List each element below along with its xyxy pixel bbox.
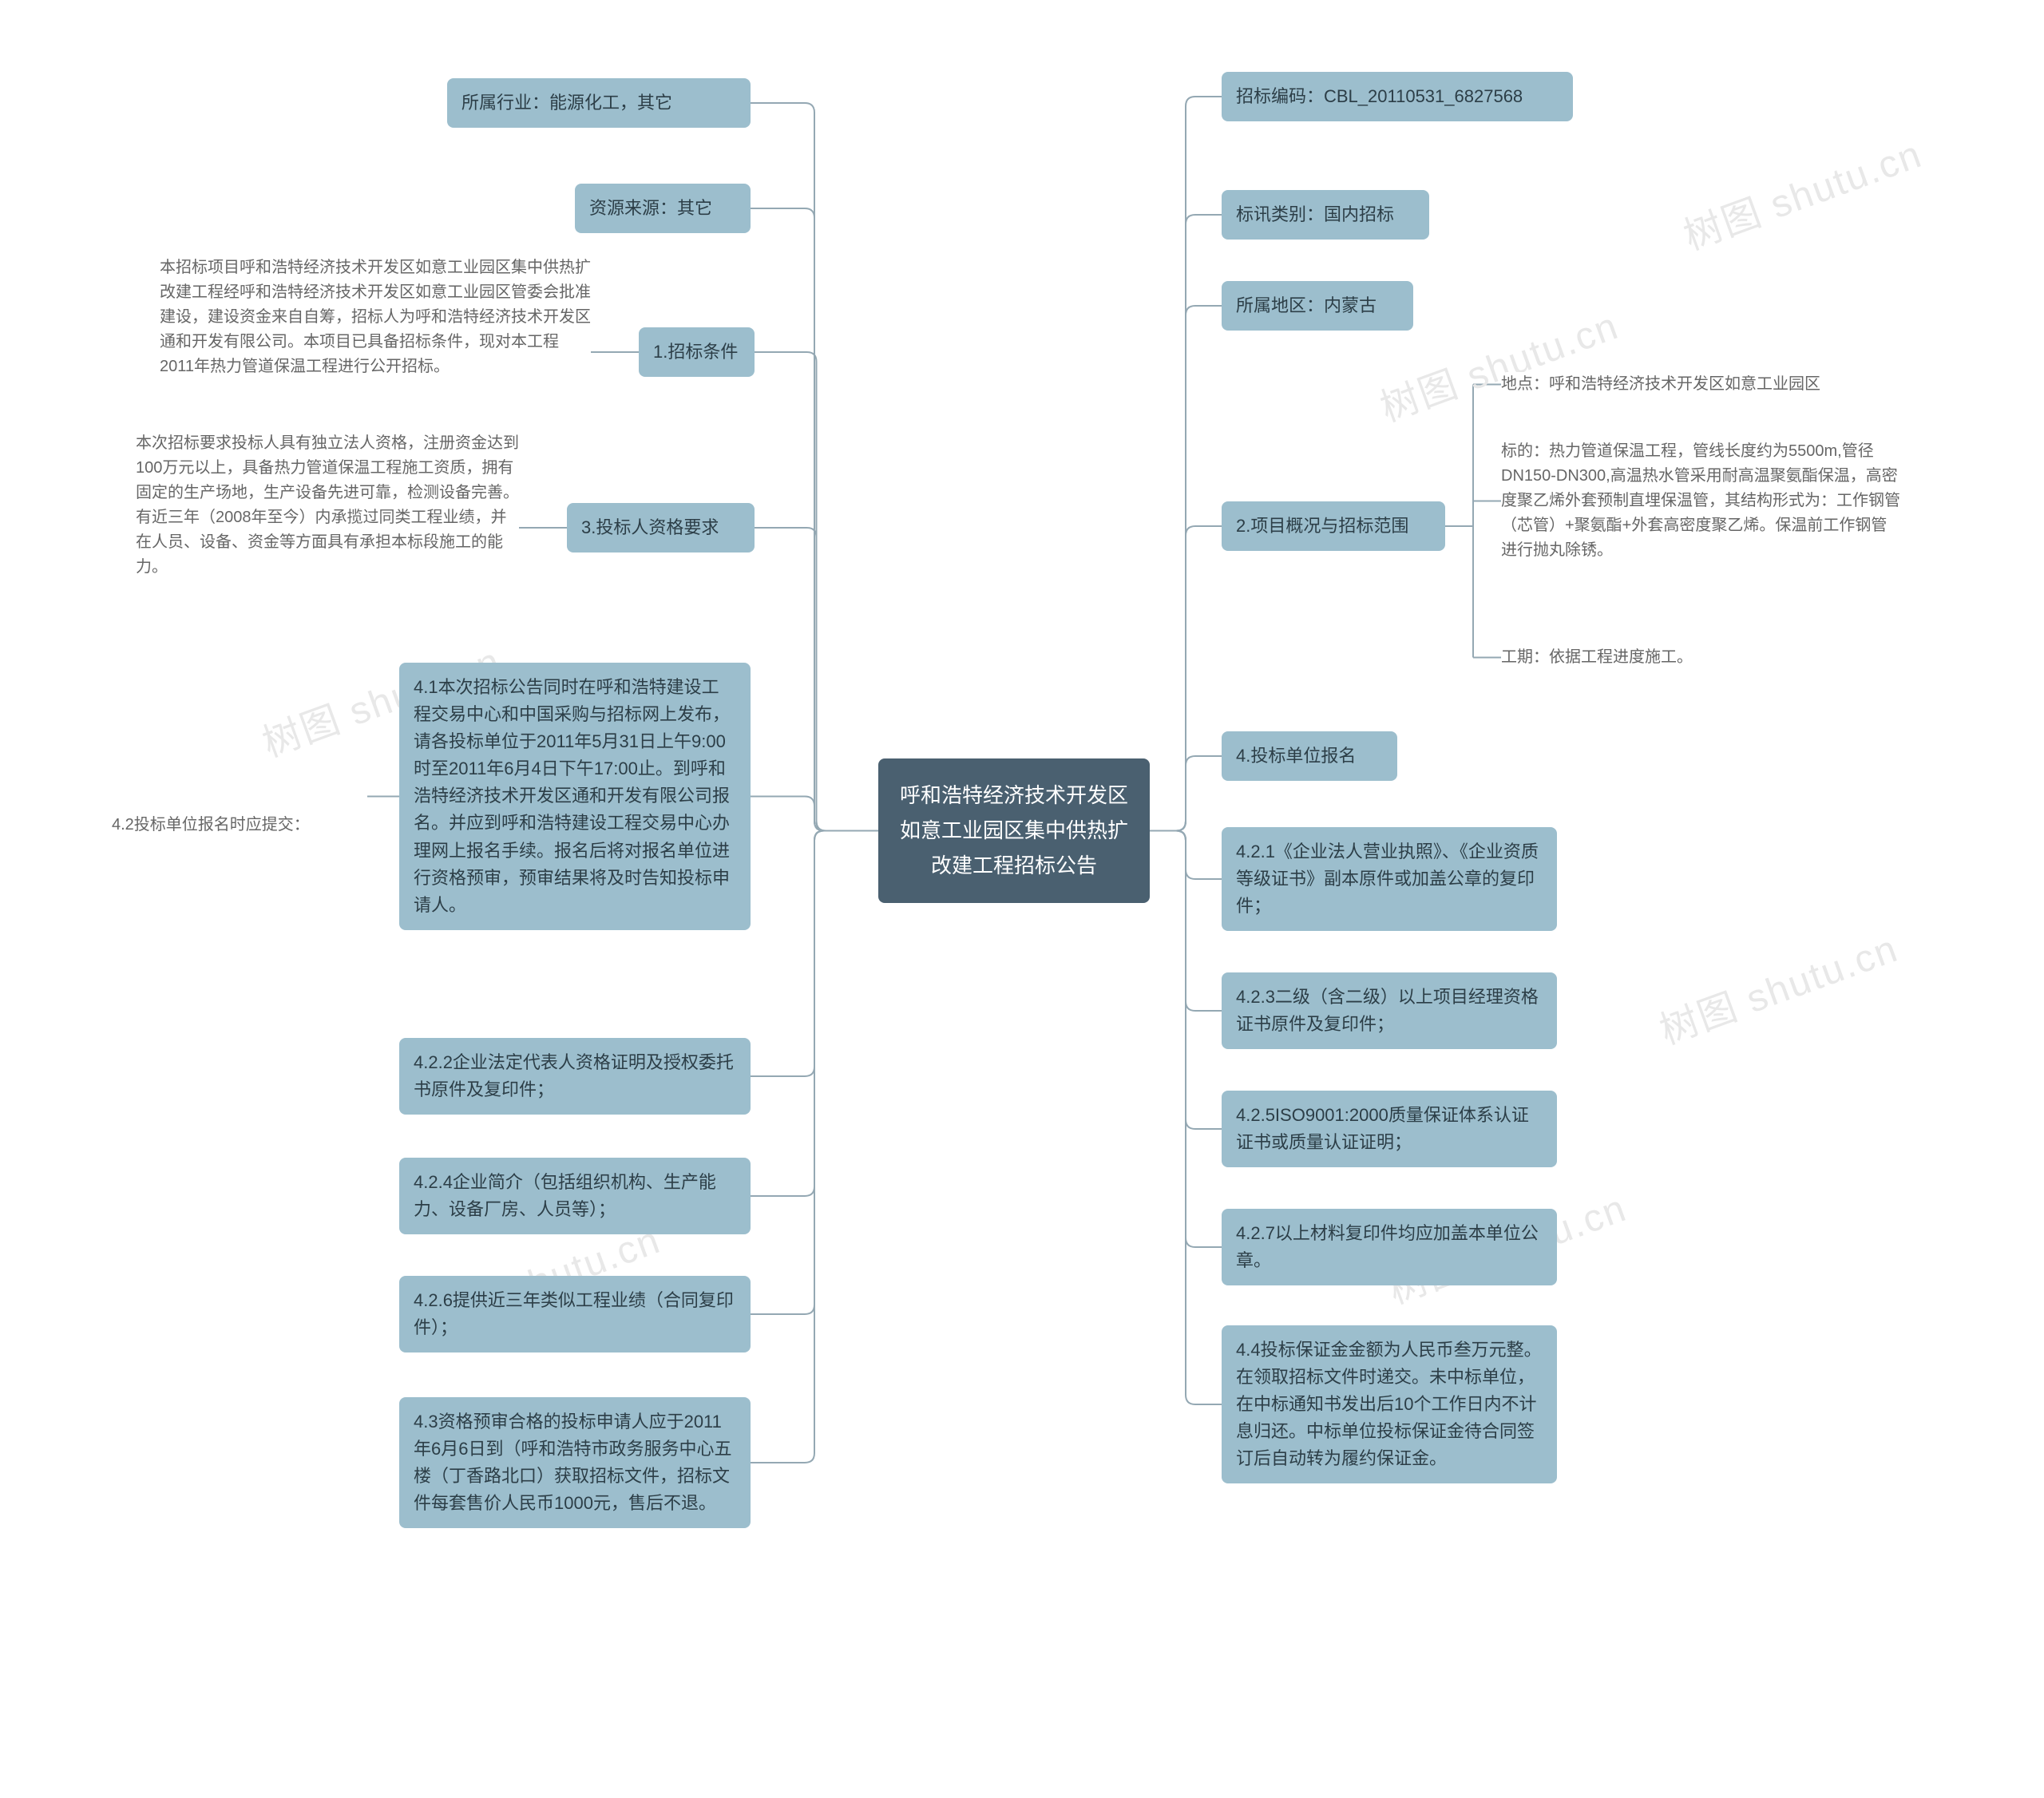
- node-qualification-title: 3.投标人资格要求: [567, 503, 755, 552]
- watermark: 树图 shutu.cn: [1650, 917, 1904, 1055]
- node-section-4-2-5: 4.2.5ISO9001:2000质量保证体系认证证书或质量认证证明；: [1222, 1091, 1557, 1167]
- text: 所属地区：内蒙古: [1236, 295, 1377, 315]
- text: 4.2.6提供近三年类似工程业绩（合同复印件）；: [414, 1290, 734, 1337]
- center-text: 呼和浩特经济技术开发区如意工业园区集中供热扩改建工程招标公告: [900, 783, 1128, 877]
- node-conditions-title: 1.招标条件: [639, 327, 755, 377]
- node-section-4-1: 4.1本次招标公告同时在呼和浩特建设工程交易中心和中国采购与招标网上发布，请各投…: [399, 663, 751, 930]
- node-section-4-2-label: 4.2投标单位报名时应提交：: [112, 813, 367, 838]
- text: 2.项目概况与招标范围: [1236, 516, 1408, 536]
- text: 4.2投标单位报名时应提交：: [112, 816, 310, 834]
- text: 标的：热力管道保温工程，管线长度约为5500m,管径DN150-DN300,高温…: [1501, 442, 1900, 559]
- mindmap-stage: 树图 shutu.cn树图 shutu.cn树图 shutu.cn树图 shut…: [0, 0, 2044, 1798]
- node-conditions-body: 本招标项目呼和浩特经济技术开发区如意工业园区集中供热扩改建工程经呼和浩特经济技术…: [160, 255, 591, 379]
- node-section-4-4: 4.4投标保证金金额为人民币叁万元整。在领取招标文件时递交。未中标单位，在中标通…: [1222, 1325, 1557, 1483]
- text: 4.2.7以上材料复印件均应加盖本单位公章。: [1236, 1223, 1539, 1270]
- node-overview-location: 地点：呼和浩特经济技术开发区如意工业园区: [1501, 372, 1892, 397]
- node-section-4-3: 4.3资格预审合格的投标申请人应于2011年6月6日到（呼和浩特市政务服务中心五…: [399, 1397, 751, 1528]
- node-section-4-2-4: 4.2.4企业简介（包括组织机构、生产能力、设备厂房、人员等）；: [399, 1158, 751, 1234]
- node-overview-target: 标的：热力管道保温工程，管线长度约为5500m,管径DN150-DN300,高温…: [1501, 439, 1900, 563]
- text: 本招标项目呼和浩特经济技术开发区如意工业园区集中供热扩改建工程经呼和浩特经济技术…: [160, 259, 591, 375]
- text: 工期：依据工程进度施工。: [1501, 648, 1693, 666]
- text: 地点：呼和浩特经济技术开发区如意工业园区: [1501, 375, 1820, 393]
- text: 4.3资格预审合格的投标申请人应于2011年6月6日到（呼和浩特市政务服务中心五…: [414, 1412, 731, 1513]
- node-overview-period: 工期：依据工程进度施工。: [1501, 645, 1741, 670]
- center-node: 呼和浩特经济技术开发区如意工业园区集中供热扩改建工程招标公告: [878, 758, 1150, 903]
- node-bid-code: 招标编码：CBL_20110531_6827568: [1222, 72, 1573, 121]
- text: 招标编码：CBL_20110531_6827568: [1236, 86, 1523, 106]
- node-qualification-body: 本次招标要求投标人具有独立法人资格，注册资金达到100万元以上，具备热力管道保温…: [136, 431, 519, 580]
- node-section-4-2-1: 4.2.1《企业法人营业执照》、《企业资质等级证书》副本原件或加盖公章的复印件；: [1222, 827, 1557, 931]
- text: 标讯类别：国内招标: [1236, 204, 1394, 224]
- text: 4.2.2企业法定代表人资格证明及授权委托书原件及复印件；: [414, 1052, 734, 1099]
- node-category: 标讯类别：国内招标: [1222, 190, 1429, 240]
- text: 4.2.1《企业法人营业执照》、《企业资质等级证书》副本原件或加盖公章的复印件；: [1236, 842, 1539, 916]
- text: 资源来源：其它: [589, 198, 712, 218]
- text: 4.2.3二级（含二级）以上项目经理资格证书原件及复印件；: [1236, 987, 1539, 1034]
- node-section-4-2-2: 4.2.2企业法定代表人资格证明及授权委托书原件及复印件；: [399, 1038, 751, 1115]
- text: 4.2.5ISO9001:2000质量保证体系认证证书或质量认证证明；: [1236, 1105, 1529, 1152]
- node-section-4-2-3: 4.2.3二级（含二级）以上项目经理资格证书原件及复印件；: [1222, 972, 1557, 1049]
- text: 3.投标人资格要求: [581, 517, 719, 537]
- text: 4.1本次招标公告同时在呼和浩特建设工程交易中心和中国采购与招标网上发布，请各投…: [414, 677, 730, 915]
- node-section-4-2-7: 4.2.7以上材料复印件均应加盖本单位公章。: [1222, 1209, 1557, 1285]
- node-region: 所属地区：内蒙古: [1222, 281, 1413, 331]
- node-section-4-2-6: 4.2.6提供近三年类似工程业绩（合同复印件）；: [399, 1276, 751, 1352]
- node-resource: 资源来源：其它: [575, 184, 751, 233]
- text: 4.投标单位报名: [1236, 746, 1356, 766]
- text: 1.招标条件: [653, 342, 738, 362]
- node-overview-title: 2.项目概况与招标范围: [1222, 501, 1445, 551]
- node-section-4-title: 4.投标单位报名: [1222, 731, 1397, 781]
- watermark: 树图 shutu.cn: [1674, 123, 1928, 261]
- text: 本次招标要求投标人具有独立法人资格，注册资金达到100万元以上，具备热力管道保温…: [136, 434, 519, 576]
- node-industry: 所属行业：能源化工，其它: [447, 78, 751, 128]
- text: 所属行业：能源化工，其它: [461, 93, 672, 113]
- text: 4.2.4企业简介（包括组织机构、生产能力、设备厂房、人员等）；: [414, 1172, 716, 1219]
- text: 4.4投标保证金金额为人民币叁万元整。在领取招标文件时递交。未中标单位，在中标通…: [1236, 1340, 1542, 1468]
